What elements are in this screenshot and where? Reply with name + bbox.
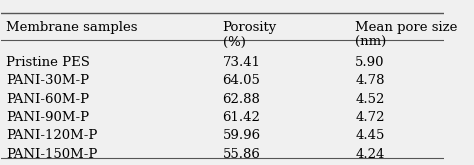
Text: PANI-120M-P: PANI-120M-P xyxy=(6,129,97,142)
Text: 4.72: 4.72 xyxy=(355,111,385,124)
Text: 4.45: 4.45 xyxy=(355,129,384,142)
Text: 61.42: 61.42 xyxy=(223,111,260,124)
Text: 59.96: 59.96 xyxy=(223,129,261,142)
Text: 64.05: 64.05 xyxy=(223,74,260,87)
Text: Mean pore size
(nm): Mean pore size (nm) xyxy=(355,21,457,49)
Text: PANI-60M-P: PANI-60M-P xyxy=(6,93,89,106)
Text: Membrane samples: Membrane samples xyxy=(6,21,137,34)
Text: 4.78: 4.78 xyxy=(355,74,385,87)
Text: 4.24: 4.24 xyxy=(355,148,384,161)
Text: Porosity
(%): Porosity (%) xyxy=(223,21,277,49)
Text: PANI-30M-P: PANI-30M-P xyxy=(6,74,89,87)
Text: 62.88: 62.88 xyxy=(223,93,260,106)
Text: 73.41: 73.41 xyxy=(223,56,261,69)
Text: PANI-90M-P: PANI-90M-P xyxy=(6,111,89,124)
Text: PANI-150M-P: PANI-150M-P xyxy=(6,148,97,161)
Text: 4.52: 4.52 xyxy=(355,93,384,106)
Text: 55.86: 55.86 xyxy=(223,148,260,161)
Text: Pristine PES: Pristine PES xyxy=(6,56,90,69)
Text: 5.90: 5.90 xyxy=(355,56,385,69)
